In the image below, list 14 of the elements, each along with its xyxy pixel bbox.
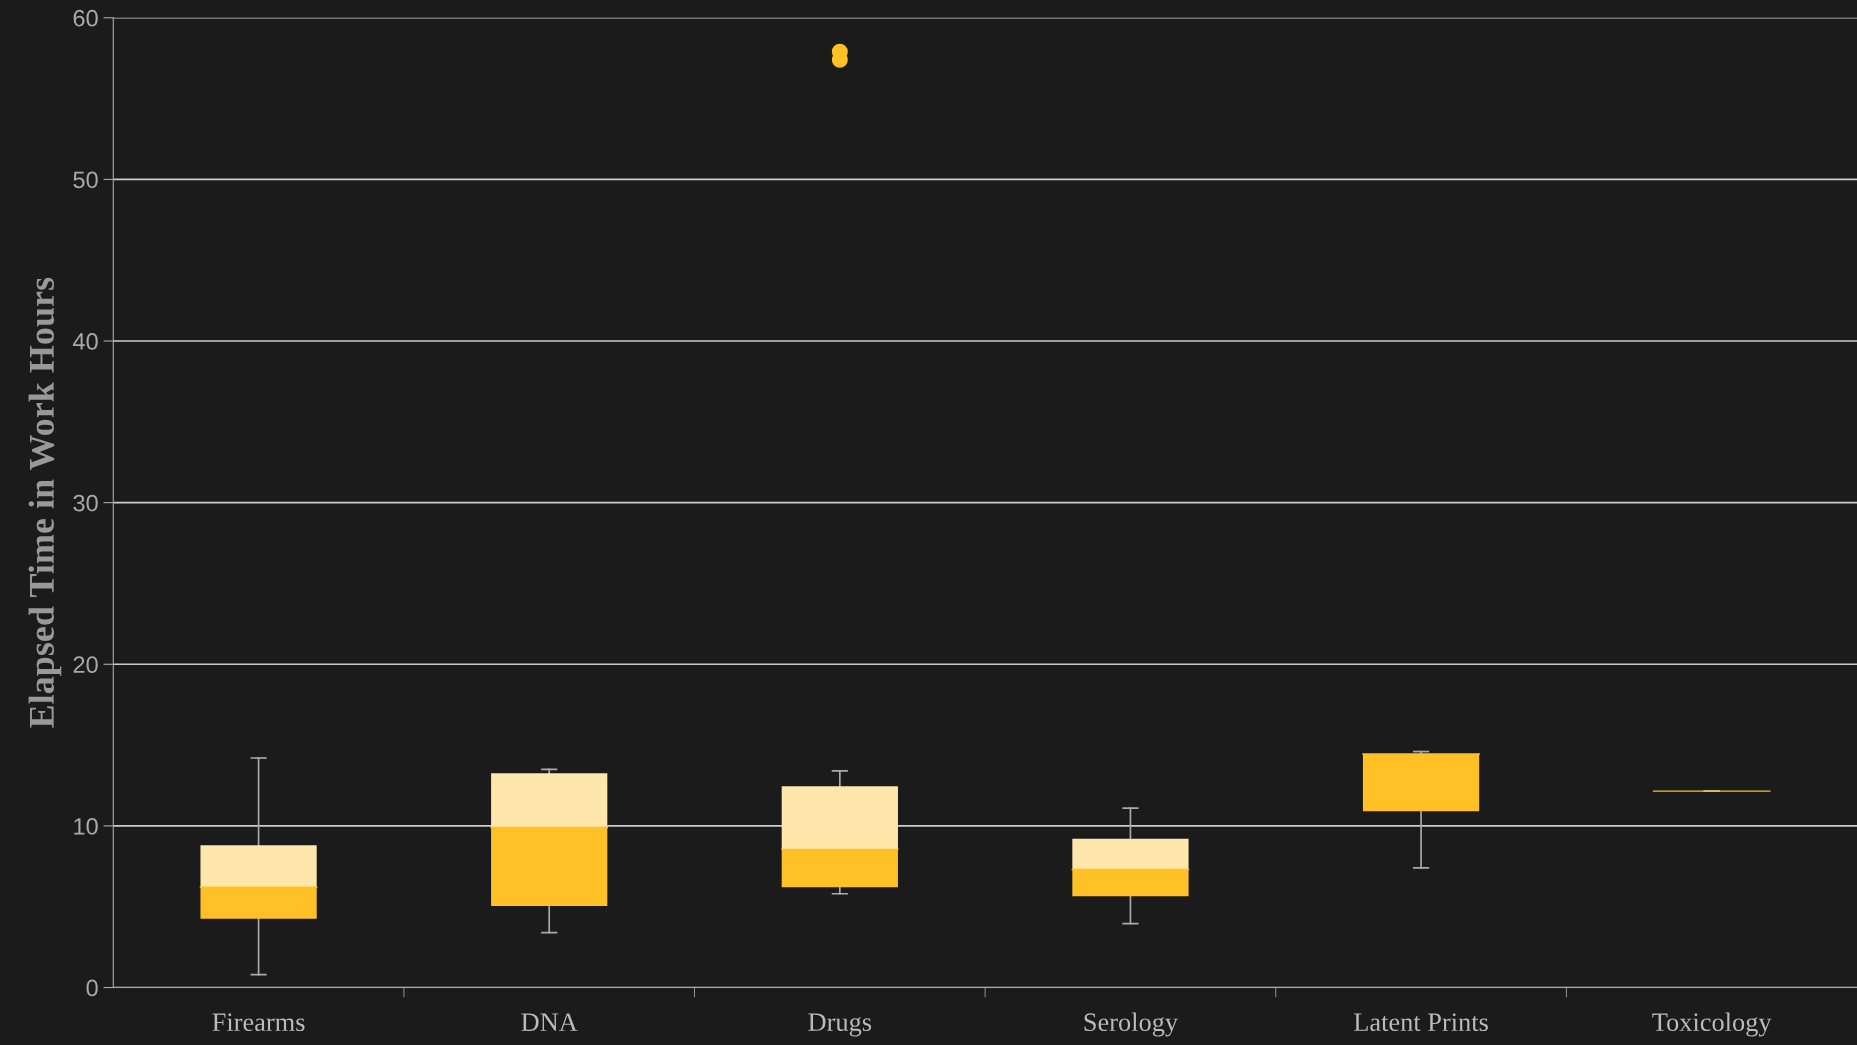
y-tick-label: 10 <box>74 817 98 835</box>
y-tick-label: 20 <box>73 656 98 674</box>
y-tick-label: 30 <box>73 494 98 512</box>
x-tick-label: Firearms <box>212 1013 305 1032</box>
y-tick-label: 0 <box>86 979 98 997</box>
y-tick-label: 60 <box>73 9 98 27</box>
x-tick-label: Serology <box>1084 1012 1178 1037</box>
y-tick-label: 50 <box>73 171 98 189</box>
x-tick-label: Latent Prints <box>1354 1013 1488 1032</box>
y-axis-title: Elapsed Time in Work Hours <box>28 277 62 728</box>
x-tick-label: Drugs <box>808 1013 872 1037</box>
y-tick-label: 40 <box>72 333 98 350</box>
x-tick-label: Toxicology <box>1652 1012 1772 1037</box>
x-tick-label: DNA <box>521 1013 578 1031</box>
